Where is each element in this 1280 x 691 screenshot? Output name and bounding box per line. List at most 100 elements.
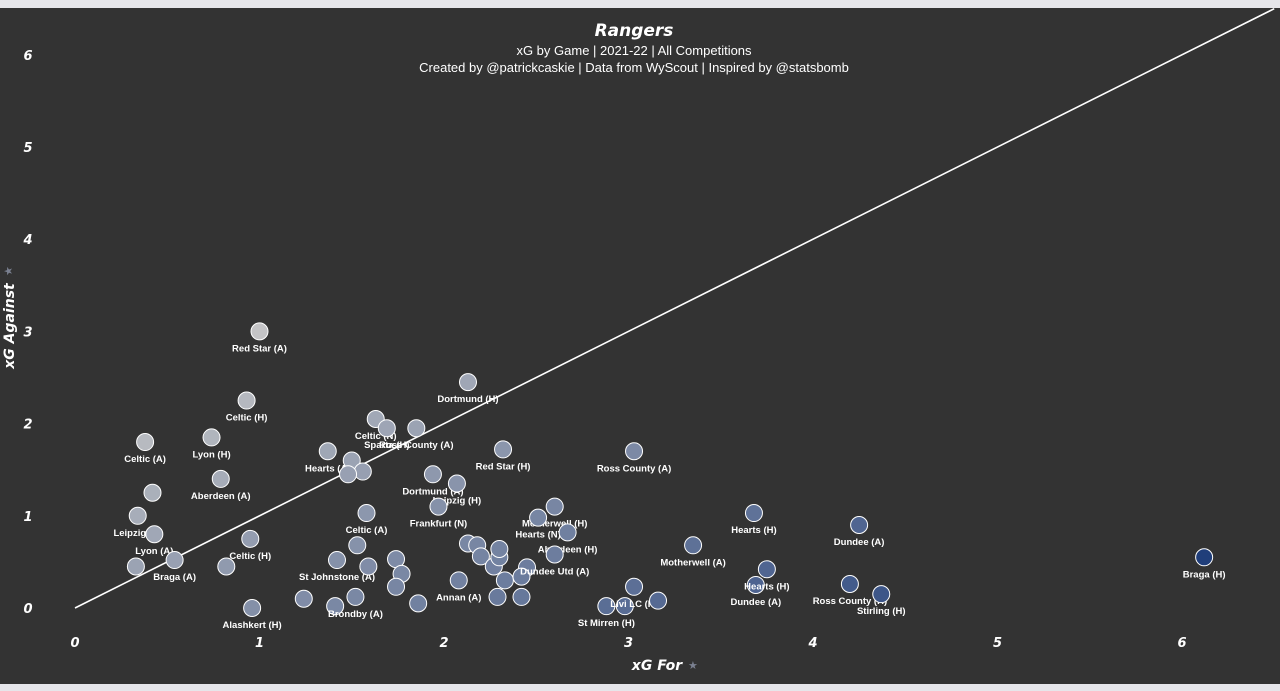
data-point — [558, 523, 577, 542]
data-point — [165, 551, 184, 570]
data-point — [126, 557, 145, 576]
point-label: St Johnstone (A) — [299, 572, 375, 583]
point-label: Livi LC (H) — [610, 599, 658, 610]
data-point — [387, 577, 406, 596]
data-point — [684, 536, 703, 555]
data-point — [872, 585, 891, 604]
point-label: Brondby (A) — [328, 609, 383, 620]
data-point — [128, 506, 147, 525]
point-label: Celtic (H) — [229, 551, 271, 562]
data-point — [449, 571, 468, 590]
data-point — [143, 483, 162, 502]
data-point — [597, 597, 616, 616]
x-tick-label: 6 — [1177, 636, 1186, 651]
point-label: Sparta (H) — [364, 440, 409, 451]
point-label: Dundee (A) — [834, 537, 885, 548]
data-point — [327, 551, 346, 570]
point-label: Frankfurt (N) — [410, 519, 468, 530]
point-label: Aberdeen (A) — [191, 491, 251, 502]
point-label: Ross County (A) — [597, 463, 671, 474]
data-point — [512, 567, 531, 586]
data-point — [357, 504, 376, 523]
data-point — [545, 545, 564, 564]
y-tick-label: 5 — [23, 141, 32, 156]
chart-title: Rangers — [595, 21, 674, 41]
y-axis-label: xG Against — [2, 282, 18, 370]
data-point — [409, 594, 428, 613]
point-label: Ross County (A) — [379, 440, 453, 451]
data-point — [488, 587, 507, 606]
data-point — [407, 419, 426, 438]
data-point — [250, 322, 269, 341]
data-point — [850, 516, 869, 535]
point-label: Red Star (A) — [232, 343, 287, 354]
point-label: Lyon (H) — [192, 449, 230, 460]
y-tick-label: 2 — [23, 418, 32, 433]
data-point — [512, 587, 531, 606]
point-label: Celtic (A) — [124, 454, 166, 465]
data-point — [471, 547, 490, 566]
point-label: Braga (H) — [1183, 569, 1226, 580]
data-point — [494, 440, 513, 459]
y-tick-label: 4 — [22, 233, 32, 248]
data-point — [625, 442, 644, 461]
chart-credit: Created by @patrickcaskie | Data from Wy… — [419, 60, 849, 75]
data-point — [241, 529, 260, 548]
point-label: Hearts (H) — [731, 525, 776, 536]
point-label: Hearts (N) — [515, 530, 560, 541]
data-point — [429, 497, 448, 516]
data-point — [529, 508, 548, 527]
data-point — [490, 539, 509, 558]
data-points: Red Star (A) Celtic (H) Celtic (A) Lyon (H)… — [113, 322, 1226, 631]
point-label: Dundee Utd (A) — [520, 567, 589, 578]
point-label: Hearts (A) — [305, 463, 350, 474]
point-label: Braga (A) — [153, 572, 196, 583]
data-point — [744, 504, 763, 523]
data-point — [243, 599, 262, 617]
point-label: Aberdeen (H) — [538, 544, 598, 555]
data-point — [237, 391, 256, 410]
data-point — [136, 433, 155, 452]
point-label: Motherwell (H) — [522, 519, 587, 530]
data-point — [359, 557, 378, 576]
data-point — [840, 575, 859, 594]
data-point — [757, 560, 776, 579]
point-label: Celtic (H) — [226, 413, 268, 424]
x-tick-label: 5 — [993, 636, 1002, 651]
x-tick-label: 2 — [439, 636, 448, 651]
data-point — [202, 428, 221, 447]
point-label: Red Star (H) — [476, 461, 531, 472]
point-label: Dortmund (A) — [402, 486, 463, 497]
x-tick-label: 0 — [70, 636, 79, 651]
point-label: Dortmund (H) — [437, 394, 498, 405]
data-point — [447, 474, 466, 493]
data-point — [495, 571, 514, 590]
pin-icon: ★ — [2, 266, 15, 276]
point-label: Stirling (H) — [857, 606, 906, 617]
y-tick-label: 3 — [23, 325, 32, 340]
data-point — [746, 575, 765, 594]
data-point — [217, 557, 236, 576]
x-tick-label: 4 — [807, 636, 817, 651]
data-point — [145, 525, 164, 544]
data-point — [1195, 548, 1214, 567]
pin-icon: ★ — [688, 659, 698, 672]
point-label: Dundee (A) — [730, 597, 781, 608]
point-label: Lyon (A) — [135, 546, 173, 557]
data-point — [423, 465, 442, 484]
data-point — [545, 497, 564, 516]
point-label: St Mirren (H) — [578, 618, 635, 629]
axis-ticks: 0 1 2 3 4 5 6 0 1 2 3 4 5 6 — [22, 49, 1186, 651]
point-label: Hearts (H) — [744, 581, 789, 592]
data-point — [326, 597, 345, 616]
point-label: Ross County (H) — [813, 596, 887, 607]
point-label: Celtic (N) — [355, 431, 397, 442]
x-tick-label: 3 — [624, 636, 633, 651]
point-label: Motherwell (A) — [660, 557, 725, 568]
data-point — [625, 577, 644, 596]
data-point — [211, 469, 230, 488]
point-label: Leipzig (H) — [433, 496, 482, 507]
scatter-chart: Rangers xG by Game | 2021-22 | All Compe… — [2, 8, 1275, 674]
x-tick-label: 1 — [255, 636, 264, 651]
data-point — [318, 442, 337, 461]
